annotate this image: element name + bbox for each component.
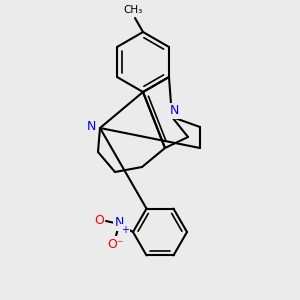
Text: N: N	[169, 104, 179, 118]
Text: +: +	[121, 225, 129, 235]
Text: O: O	[94, 214, 104, 227]
Text: N: N	[86, 121, 96, 134]
Text: O⁻: O⁻	[108, 238, 124, 250]
Text: N: N	[114, 217, 124, 230]
Text: CH₃: CH₃	[123, 5, 142, 15]
